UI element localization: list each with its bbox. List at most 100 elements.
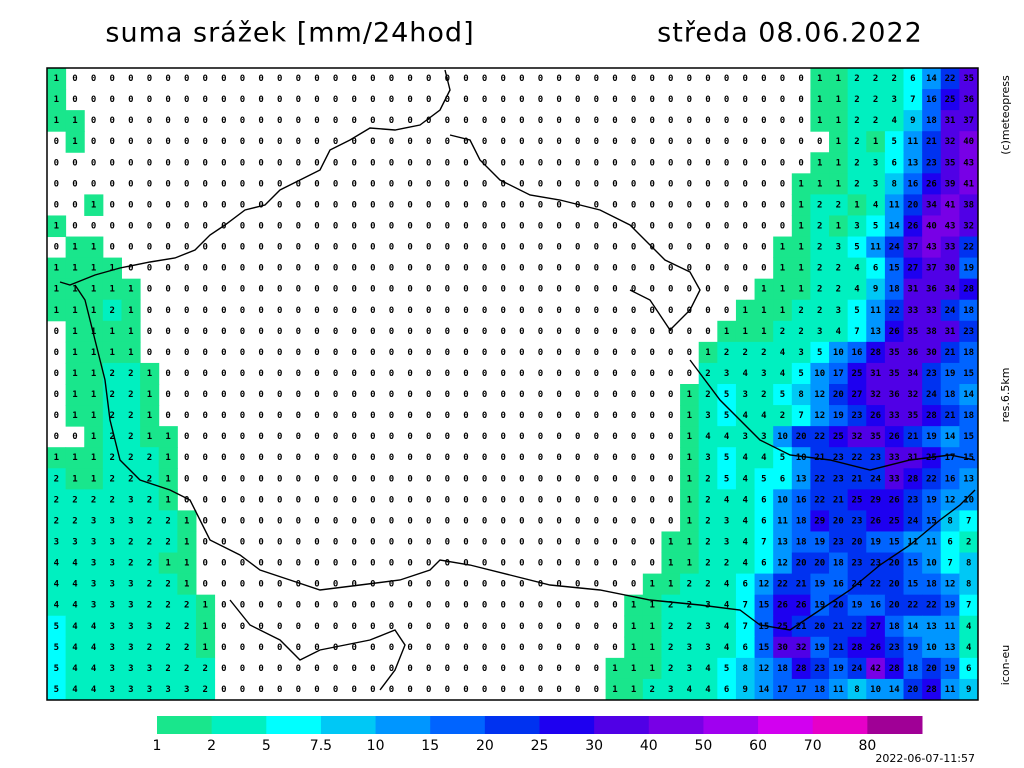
- precip-cell: [661, 678, 681, 701]
- precip-cell: [847, 531, 867, 554]
- precip-cell: [773, 594, 793, 617]
- precip-value: 1: [72, 390, 77, 400]
- precip-value: 0: [296, 474, 301, 484]
- precip-value: 3: [128, 580, 133, 590]
- precip-value: 0: [649, 348, 654, 358]
- precip-value: 5: [854, 306, 859, 316]
- precip-value: 0: [780, 200, 785, 210]
- precip-value: 0: [352, 580, 357, 590]
- precip-cell: [847, 194, 867, 216]
- precip-value: 4: [54, 580, 60, 590]
- precip-value: 35: [889, 369, 900, 379]
- precip-value: 20: [852, 538, 863, 548]
- precip-value: 0: [184, 158, 189, 168]
- precip-value: 35: [963, 74, 974, 84]
- precip-value: 3: [724, 369, 729, 379]
- precip-value: 19: [945, 369, 956, 379]
- precip-value: 2: [743, 348, 748, 358]
- precip-value: 0: [519, 95, 524, 105]
- precip-value: 0: [426, 116, 431, 126]
- precip-cell: [47, 110, 67, 132]
- precip-value: 0: [463, 158, 468, 168]
- precip-value: 25: [926, 453, 937, 463]
- precip-cell: [959, 257, 979, 280]
- precip-value: 0: [147, 348, 152, 358]
- precip-value: 0: [407, 158, 412, 168]
- precip-cell: [717, 657, 737, 680]
- precip-value: 0: [314, 200, 319, 210]
- precip-value: 0: [72, 95, 77, 105]
- precip-cell: [829, 678, 849, 701]
- precip-value: 36: [889, 390, 900, 400]
- precip-value: 3: [705, 453, 710, 463]
- precip-value: 0: [649, 453, 654, 463]
- precip-cell: [102, 636, 122, 659]
- precip-value: 0: [258, 74, 263, 84]
- precip-cell: [717, 362, 737, 385]
- precip-value: 1: [649, 580, 654, 590]
- precip-value: 0: [389, 116, 394, 126]
- precip-value: 3: [109, 559, 114, 569]
- precip-value: 2: [184, 601, 189, 611]
- precip-cell: [959, 636, 979, 659]
- precip-value: 5: [54, 643, 59, 653]
- legend-swatch: [157, 716, 213, 734]
- precip-value: 0: [668, 200, 673, 210]
- precip-value: 0: [631, 369, 636, 379]
- precip-value: 0: [165, 285, 170, 295]
- precip-value: 0: [482, 643, 487, 653]
- precip-value: 2: [705, 390, 710, 400]
- precip-value: 0: [370, 243, 375, 253]
- precip-value: 7: [854, 327, 859, 337]
- precip-value: 1: [649, 664, 654, 674]
- precip-cell: [717, 447, 737, 469]
- precip-cell: [847, 384, 867, 406]
- precip-cell: [884, 594, 905, 617]
- precip-value: 13: [796, 474, 807, 484]
- precip-value: 0: [500, 285, 505, 295]
- precip-value: 5: [798, 369, 803, 379]
- precip-value: 0: [538, 348, 543, 358]
- precip-value: 0: [203, 74, 208, 84]
- precip-cell: [698, 447, 718, 469]
- precip-value: 20: [889, 601, 900, 611]
- precip-value: 0: [333, 559, 338, 569]
- precip-value: 1: [91, 369, 96, 379]
- precip-value: 20: [907, 685, 918, 695]
- precip-value: 4: [91, 664, 97, 674]
- precip-cell: [791, 531, 811, 554]
- precip-value: 0: [258, 411, 263, 421]
- precip-value: 0: [705, 327, 710, 337]
- precip-value: 1: [668, 538, 673, 548]
- precip-cell: [102, 320, 122, 343]
- precip-value: 0: [370, 516, 375, 526]
- precip-value: 0: [556, 411, 561, 421]
- precip-cell: [754, 341, 774, 364]
- precip-value: 0: [109, 158, 114, 168]
- precip-value: 6: [743, 580, 748, 590]
- precip-value: 0: [445, 559, 450, 569]
- precip-value: 25: [852, 369, 863, 379]
- precip-value: 0: [519, 664, 524, 674]
- precip-cell: [102, 510, 122, 532]
- precip-value: 0: [258, 348, 263, 358]
- precip-cell: [195, 636, 216, 659]
- precip-cell: [791, 341, 811, 364]
- precip-value: 0: [612, 95, 617, 105]
- precip-value: 0: [426, 601, 431, 611]
- precip-value: 4: [836, 327, 842, 337]
- precip-cell: [959, 384, 979, 406]
- precip-value: 0: [370, 95, 375, 105]
- precip-value: 0: [445, 327, 450, 337]
- precip-value: 27: [852, 390, 863, 400]
- precip-value: 0: [594, 664, 599, 674]
- precip-cell: [754, 615, 774, 638]
- precip-cell: [84, 468, 104, 490]
- precip-value: 0: [333, 285, 338, 295]
- precip-value: 0: [128, 179, 133, 189]
- precip-value: 19: [814, 643, 825, 653]
- precip-value: 1: [184, 580, 189, 590]
- precip-value: 24: [907, 516, 918, 526]
- precip-value: 2: [165, 622, 170, 632]
- precip-value: 0: [203, 453, 208, 463]
